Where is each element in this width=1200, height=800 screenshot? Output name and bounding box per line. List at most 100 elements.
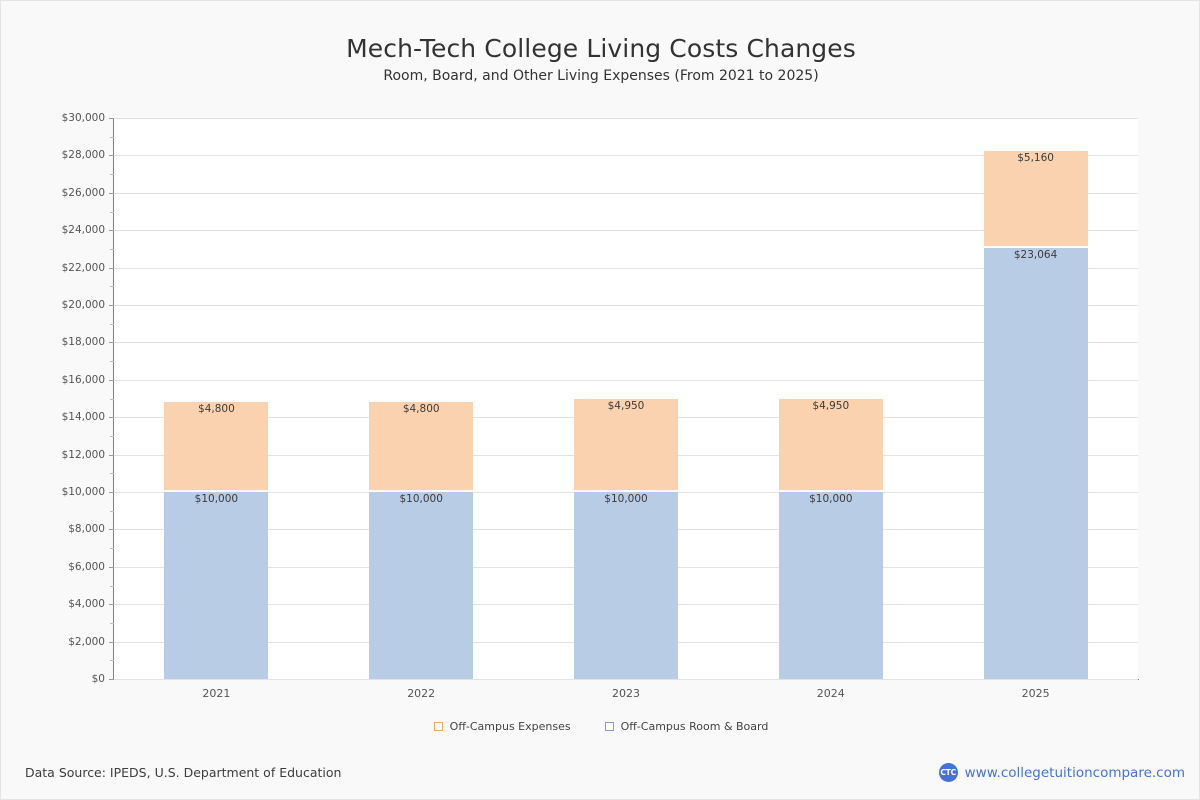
y-minor-tick-mark [110, 174, 114, 176]
y-axis-tick-label: $8,000 [68, 523, 105, 536]
brand-url-label: www.collegetuitioncompare.com [964, 764, 1185, 781]
gridline [114, 267, 1138, 269]
bar-segment-room-board[interactable]: $10,000 [574, 492, 678, 679]
y-tick-mark [109, 267, 114, 269]
bar-value-label: $23,064 [1013, 248, 1058, 261]
y-tick-mark [109, 118, 114, 119]
y-minor-tick-mark [110, 622, 114, 624]
ctc-logo-icon: CTC [938, 763, 958, 782]
bar-group[interactable]: $4,800 $10,000 [369, 118, 474, 679]
legend-swatch-icon [433, 722, 443, 731]
bar-value-label: $10,000 [399, 493, 443, 505]
legend-item[interactable]: Off-Campus Expenses [433, 720, 571, 733]
bar-segment-expenses[interactable]: $4,950 [778, 399, 883, 490]
y-minor-tick-mark [110, 435, 114, 437]
legend-item-label: Off-Campus Expenses [449, 720, 571, 733]
y-minor-tick-mark [110, 398, 114, 400]
y-axis-tick-label: $14,000 [61, 411, 105, 424]
bar-group[interactable]: $4,950 $10,000 [778, 118, 883, 679]
bar-value-label: $4,800 [198, 403, 235, 416]
y-minor-tick-mark [110, 361, 114, 363]
bar-segment-expenses[interactable]: $4,800 [164, 402, 269, 490]
bar-segment-expenses[interactable]: $4,800 [369, 402, 474, 490]
bar-value-label: $4,800 [402, 403, 440, 416]
y-axis-tick-label: $20,000 [61, 299, 105, 311]
y-minor-tick-mark [110, 510, 114, 512]
y-minor-tick-mark [110, 473, 114, 475]
y-tick-mark [109, 566, 114, 568]
gridline [114, 155, 1138, 157]
y-tick-mark [109, 155, 114, 157]
y-axis-tick-label: $12,000 [61, 448, 105, 461]
bar-value-label: $5,160 [1017, 152, 1054, 165]
y-axis-tick-label: $26,000 [61, 186, 105, 199]
y-axis-tick-label: $16,000 [61, 373, 105, 386]
y-minor-tick-mark [110, 660, 114, 662]
legend-item[interactable]: Off-Campus Room & Board [604, 720, 769, 733]
y-tick-mark [109, 492, 114, 493]
y-tick-mark [109, 641, 114, 643]
bar-segment-room-board[interactable]: $10,000 [164, 492, 269, 679]
gridline [114, 192, 1138, 194]
bar-segment-expenses[interactable]: $4,950 [574, 399, 678, 490]
y-tick-mark [109, 454, 114, 456]
y-minor-tick-mark [110, 286, 114, 288]
x-axis-tick-label: 2022 [407, 687, 436, 700]
gridline [114, 230, 1138, 232]
y-minor-tick-mark [110, 136, 114, 138]
bar-value-label: $10,000 [604, 493, 648, 505]
y-minor-tick-mark [110, 248, 114, 250]
bar-value-label: $4,950 [607, 400, 645, 413]
y-tick-mark [109, 529, 114, 531]
bar-group[interactable]: $4,800 $10,000 [164, 118, 269, 679]
x-axis-tick-label: 2025 [1021, 687, 1050, 700]
gridline [114, 118, 1138, 119]
bar-segment-expenses[interactable]: $5,160 [983, 151, 1088, 246]
chart-title: Mech-Tech College Living Costs Changes [346, 34, 856, 63]
data-source-note: Data Source: IPEDS, U.S. Department of E… [25, 765, 342, 780]
gridline [114, 342, 1138, 344]
y-tick-mark [109, 604, 114, 606]
gridline [114, 379, 1138, 381]
y-minor-tick-mark [110, 548, 114, 550]
y-axis-tick-label: $4,000 [68, 598, 105, 611]
bar-segment-room-board[interactable]: $23,064 [983, 247, 1088, 679]
gridline [114, 305, 1138, 306]
brand-link[interactable]: CTC www.collegetuitioncompare.com [938, 763, 1185, 782]
y-tick-mark [109, 305, 114, 306]
x-axis-tick-label: 2021 [202, 687, 231, 700]
y-minor-tick-mark [110, 585, 114, 587]
gridline [114, 679, 1138, 680]
y-tick-mark [109, 230, 114, 232]
y-tick-mark [109, 379, 114, 381]
y-axis-tick-label: $28,000 [61, 149, 105, 162]
bar-group[interactable]: $4,950 $10,000 [574, 118, 678, 679]
y-axis-tick-label: $24,000 [61, 224, 105, 237]
bar-group[interactable]: $5,160 $23,064 [983, 118, 1088, 679]
legend-item-label: Off-Campus Room & Board [620, 720, 769, 733]
y-axis-tick-label: $18,000 [61, 336, 105, 349]
x-axis-tick-label: 2023 [612, 687, 640, 700]
bar-value-label: $10,000 [809, 493, 853, 505]
legend-swatch-icon [604, 722, 614, 731]
bar-value-label: $4,950 [812, 400, 850, 413]
y-axis-tick-label: $30,000 [61, 112, 105, 124]
y-axis-tick-label: $0 [91, 673, 105, 685]
y-minor-tick-mark [110, 211, 114, 213]
y-axis-tick-label: $2,000 [68, 635, 105, 648]
bar-segment-room-board[interactable]: $10,000 [369, 492, 474, 679]
y-axis-tick-label: $6,000 [68, 560, 105, 573]
y-tick-mark [109, 342, 114, 344]
plot-area: $4,800 $10,000 $4,800 $10,000 $4,950 $10,000 $… [109, 118, 1138, 680]
y-axis-tick-label: $10,000 [61, 486, 105, 498]
bar-value-label: $10,000 [194, 493, 239, 505]
y-minor-tick-mark [110, 323, 114, 325]
y-tick-mark [109, 679, 114, 680]
bar-segment-room-board[interactable]: $10,000 [778, 492, 883, 679]
y-axis-tick-label: $22,000 [61, 261, 105, 274]
x-axis-tick-label: 2024 [816, 687, 845, 700]
chart-legend: Off-Campus Expenses Off-Campus Room & Boa… [1, 720, 1200, 733]
chart-subtitle: Room, Board, and Other Living Expenses (… [383, 68, 819, 84]
y-tick-mark [109, 192, 114, 194]
